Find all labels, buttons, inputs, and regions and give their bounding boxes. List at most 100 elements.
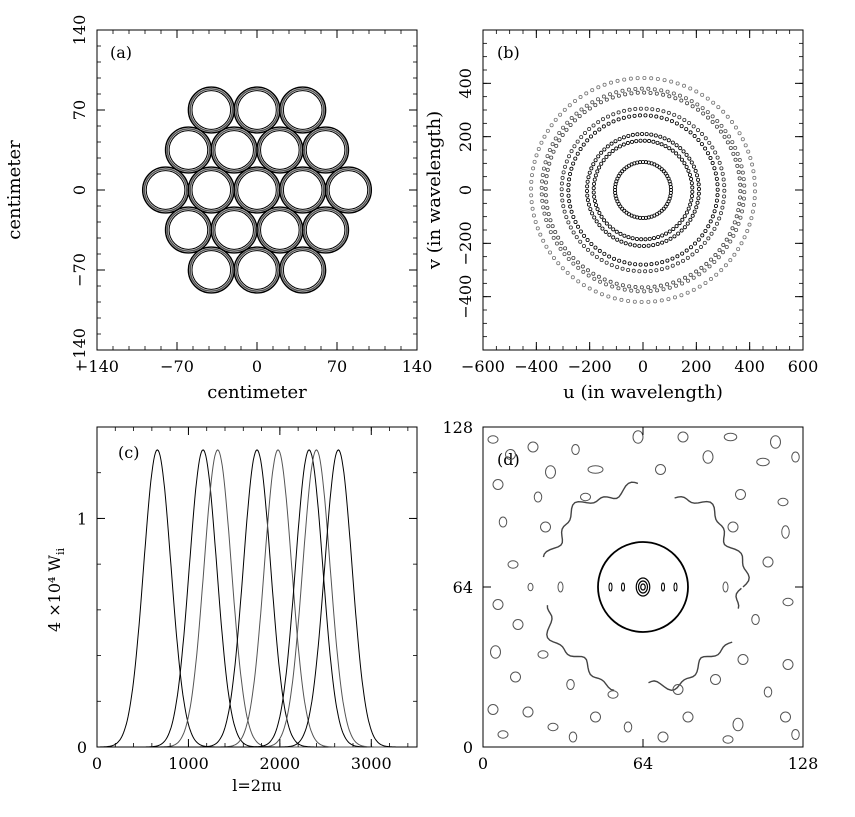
uv-point [541,238,546,243]
uv-point [637,113,642,118]
uv-point [539,192,544,197]
panel-d-xtick-label: 64 [633,754,653,773]
uv-point [658,283,663,288]
noise-contour [791,451,800,463]
dish-ring [166,128,211,172]
noise-contour [632,430,644,444]
dish-outer [141,166,190,214]
uv-point [750,162,755,167]
noise-contour [492,479,504,490]
uv-point [571,230,576,235]
uv-point [591,123,596,128]
uv-point [664,238,669,243]
panel-c-ylabel-main: 4 ×10⁴ W [45,554,64,632]
uv-point [596,85,601,90]
uv-point [579,107,584,112]
window-curve [97,449,417,748]
uv-point [707,140,712,145]
uv-point [683,96,688,101]
uv-point [560,132,565,137]
ring-contour [648,641,733,692]
uv-point [630,139,635,144]
panel-a-antenna-layout: (a) −140 −70 0 70 140 −140 −70 0 70 140 centimete… [4,15,432,403]
uv-point [675,254,680,259]
uv-point [560,266,565,271]
uv-point [692,209,697,214]
uv-point [737,176,742,181]
uv-point [679,98,684,103]
uv-point [742,235,747,240]
panel-a-ytick-label: 140 [70,15,89,46]
uv-point [607,254,612,259]
noise-contour [710,674,721,685]
noise-contour [751,614,760,625]
uv-point [721,109,726,114]
uv-point [554,241,559,246]
uv-point [712,209,717,214]
uv-point [690,185,695,190]
uv-point [613,139,618,144]
uv-point [569,116,574,121]
uv-point [683,275,688,280]
dish-inner [305,130,346,170]
uv-point [737,158,742,163]
uv-point [561,170,566,175]
uv-point [722,188,727,193]
noise-contour [756,457,770,467]
uv-point [606,121,611,126]
uv-point [604,154,609,159]
uv-point [546,212,551,217]
uv-point [667,94,672,99]
uv-point [752,196,757,201]
uv-point [585,198,590,203]
uv-point [585,179,590,184]
uv-point [601,158,606,163]
uv-point [543,186,548,191]
uv-point [578,239,583,244]
uv-point [639,285,644,290]
panel-a-xtick-label: −140 [75,357,119,376]
uv-point [679,157,684,162]
uv-point [544,217,549,222]
uv-point [562,107,567,112]
uv-point [566,193,571,198]
central-circle [597,541,689,633]
uv-point [631,268,636,273]
uv-point [741,196,746,201]
uv-point [740,209,745,214]
uv-point [545,167,550,172]
noise-contour [782,659,794,670]
noise-contour [677,431,689,443]
uv-point [581,269,586,274]
uv-point [573,156,578,161]
uv-point [691,275,696,280]
uv-point [626,267,631,272]
uv-point [592,181,597,186]
uv-point [690,213,695,218]
uv-point [564,215,569,220]
uv-point [674,151,679,156]
dish-ring [257,208,302,252]
panel-a-ylabel: centimeter [4,140,25,240]
uv-point [733,145,738,150]
uv-point [696,191,701,196]
dish-outer [233,246,281,294]
uv-point [602,82,607,87]
uv-point [646,243,651,248]
uv-point [589,166,594,171]
uv-point [535,226,540,231]
panel-c-ytick-label: 1 [77,509,87,528]
uv-point [553,117,558,122]
uv-point [670,263,675,268]
uv-point [720,205,725,210]
uv-point [656,234,661,239]
uv-point [569,209,574,214]
uv-point [689,160,694,165]
uv-point [674,143,679,148]
noise-contour [727,521,739,533]
noise-contour [545,465,556,479]
uv-point [721,177,726,182]
uv-point [703,280,708,285]
panel-a-ytick-label: −140 [70,328,89,372]
